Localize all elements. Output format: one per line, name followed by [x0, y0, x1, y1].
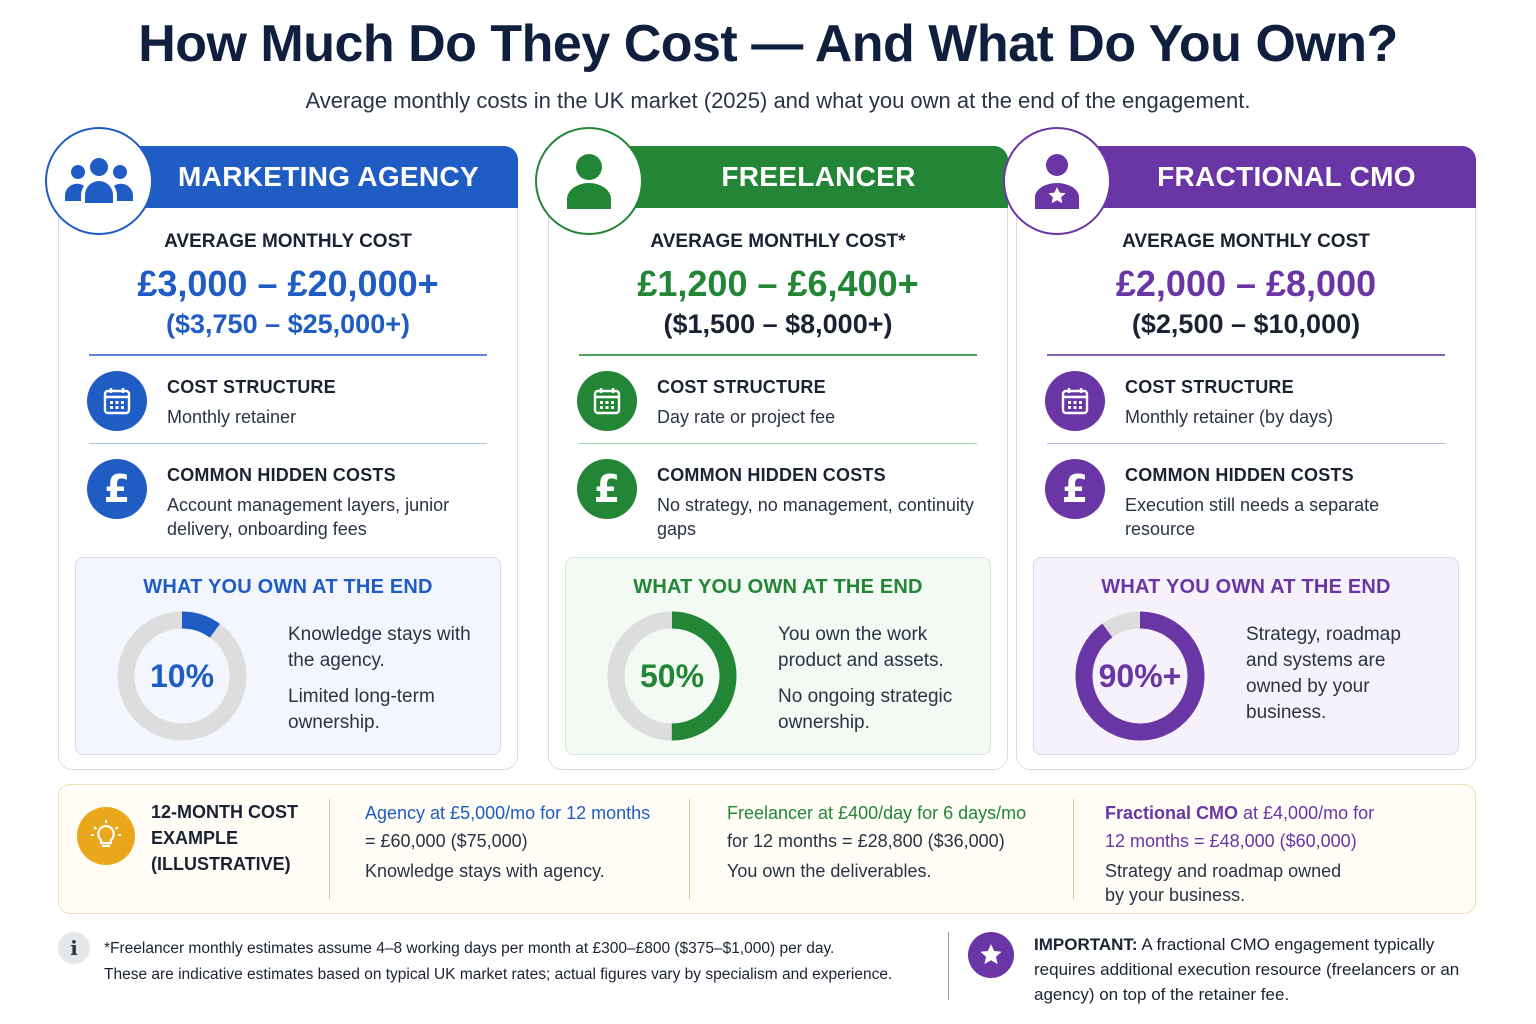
pound-sign-icon: £ [1045, 459, 1105, 519]
cost-structure-value: Monthly retainer (by days) [1125, 407, 1334, 427]
cost-structure-row: COST STRUCTURE Monthly retainer (by days… [1045, 371, 1455, 441]
cmo-calc: at £4,000/mo for [1238, 803, 1375, 823]
page-title: How Much Do They Cost — And What Do You … [138, 15, 1398, 73]
divider [1073, 799, 1074, 899]
freelancer-calc: Freelancer at £400/day for 6 days/mo [727, 803, 1027, 823]
card-freelancer: FREELANCER AVERAGE MONTHLY COST* £1,200 … [535, 127, 1008, 770]
page-subtitle: Average monthly costs in the UK market (… [305, 88, 1251, 113]
hidden-costs-title: COMMON HIDDEN COSTS [1125, 465, 1354, 485]
ownership-percent: 90%+ [1098, 657, 1182, 694]
hidden-costs-value: Execution still needs a separate resourc… [1125, 495, 1380, 539]
hidden-costs-value: Account management layers, junior delive… [167, 495, 450, 539]
star-icon [968, 932, 1014, 978]
cmo-note: Strategy and roadmap owned by your busin… [1105, 861, 1342, 905]
calendar-icon [577, 371, 637, 431]
ownership-donut [1075, 611, 1205, 741]
ownership-panel: WHAT YOU OWN AT THE END 10% Knowledge st… [75, 557, 501, 755]
card-fractional-cmo: FRACTIONAL CMO AVERAGE MONTHLY COST £2,0… [1003, 127, 1476, 770]
divider [1047, 443, 1445, 444]
important-label: IMPORTANT: [1034, 935, 1138, 954]
cost-example-panel: 12-MONTH COST EXAMPLE (ILLUSTRATIVE) Age… [58, 784, 1476, 914]
cost-usd: ($1,500 – $8,000+) [663, 309, 893, 339]
agency-total: = £60,000 ($75,000) [365, 831, 528, 851]
donut-fill [1075, 611, 1205, 741]
example-label: 12-MONTH COST EXAMPLE (ILLUSTRATIVE) [151, 802, 299, 874]
donut-fill [607, 611, 737, 741]
ownership-line-1: Knowledge stays with the agency. [288, 624, 471, 671]
ownership-title: WHAT YOU OWN AT THE END [633, 576, 923, 598]
cost-structure-row: COST STRUCTURE Day rate or project fee [577, 371, 987, 441]
ownership-donut [117, 611, 247, 741]
lightbulb-icon [77, 807, 135, 865]
ownership-line-1: You own the work product and assets. [778, 624, 944, 671]
card-header: FRACTIONAL CMO [1077, 146, 1476, 208]
ownership-line-1: Strategy, roadmap and systems are owned … [1246, 624, 1401, 723]
cost-gbp: £2,000 – £8,000 [1115, 263, 1377, 304]
cost-usd: ($3,750 – $25,000+) [166, 309, 410, 339]
divider [329, 799, 330, 899]
example-cmo: Fractional CMO at £4,000/mo for 12 month… [1105, 799, 1445, 907]
cost-structure-value: Day rate or project fee [657, 407, 836, 427]
hidden-costs-row: £ COMMON HIDDEN COSTS No strategy, no ma… [577, 459, 987, 539]
hidden-costs-row: £ COMMON HIDDEN COSTS Account management… [87, 459, 497, 539]
ownership-title: WHAT YOU OWN AT THE END [143, 576, 433, 598]
ownership-donut [607, 611, 737, 741]
divider [579, 443, 977, 444]
ownership-title: WHAT YOU OWN AT THE END [1101, 576, 1391, 598]
divider [1047, 354, 1445, 356]
people-group-icon [45, 127, 153, 235]
cost-gbp: £1,200 – £6,400+ [637, 263, 919, 304]
info-icon: i [58, 932, 90, 964]
ownership-line-2: Limited long-term ownership. [288, 686, 435, 733]
divider [579, 354, 977, 356]
cost-label: AVERAGE MONTHLY COST [1122, 231, 1370, 252]
cost-structure-value: Monthly retainer [167, 407, 297, 427]
cost-gbp: £3,000 – £20,000+ [137, 263, 439, 304]
divider [89, 354, 487, 356]
cmo-total: 12 months = £48,000 ($60,000) [1105, 831, 1357, 851]
ownership-panel: WHAT YOU OWN AT THE END 50% You own the … [565, 557, 991, 755]
cmo-name: Fractional CMO [1105, 803, 1239, 823]
card-header: FREELANCER [609, 146, 1008, 208]
cost-label: AVERAGE MONTHLY COST* [650, 231, 906, 252]
ownership-panel: WHAT YOU OWN AT THE END 90%+ Strategy, r… [1033, 557, 1459, 755]
cost-label: AVERAGE MONTHLY COST [164, 231, 412, 252]
hidden-costs-title: COMMON HIDDEN COSTS [657, 465, 886, 485]
cost-structure-row: COST STRUCTURE Monthly retainer [87, 371, 497, 441]
example-agency: Agency at £5,000/mo for 12 months = £60,… [365, 799, 705, 883]
card-header: MARKETING AGENCY [119, 146, 518, 208]
important-text: A fractional CMO engagement typically re… [1034, 935, 1460, 1004]
donut-fill [117, 611, 247, 741]
cost-usd: ($2,500 – $10,000) [1131, 309, 1361, 339]
person-star-icon [1003, 127, 1111, 235]
freelancer-total: for 12 months = £28,800 ($36,000) [727, 831, 1005, 851]
pound-sign-icon: £ [577, 459, 637, 519]
footnote-line-2: These are indicative estimates based on … [104, 966, 893, 983]
freelancer-note: You own the deliverables. [727, 861, 932, 881]
calendar-icon [87, 371, 147, 431]
person-icon [535, 127, 643, 235]
pound-sign-icon: £ [87, 459, 147, 519]
hidden-costs-value: No strategy, no management, continuity g… [657, 495, 974, 539]
footnote-line-1: *Freelancer monthly estimates assume 4–8… [104, 940, 835, 957]
divider [689, 799, 690, 899]
card-marketing-agency: MARKETING AGENCY AVERAGE MONTHLY COST £3… [45, 127, 518, 770]
agency-note: Knowledge stays with agency. [365, 861, 605, 881]
divider [948, 932, 949, 1000]
ownership-percent: 10% [149, 657, 215, 694]
divider [89, 443, 487, 444]
cost-structure-title: COST STRUCTURE [1125, 377, 1294, 397]
ownership-line-2: No ongoing strategic ownership. [778, 686, 953, 733]
hidden-costs-title: COMMON HIDDEN COSTS [167, 465, 396, 485]
hidden-costs-row: £ COMMON HIDDEN COSTS Execution still ne… [1045, 459, 1455, 539]
cost-structure-title: COST STRUCTURE [657, 377, 826, 397]
example-freelancer: Freelancer at £400/day for 6 days/mo for… [727, 799, 1067, 883]
cost-structure-title: COST STRUCTURE [167, 377, 336, 397]
calendar-icon [1045, 371, 1105, 431]
ownership-percent: 50% [639, 657, 705, 694]
agency-calc: Agency at £5,000/mo for 12 months [365, 803, 651, 823]
